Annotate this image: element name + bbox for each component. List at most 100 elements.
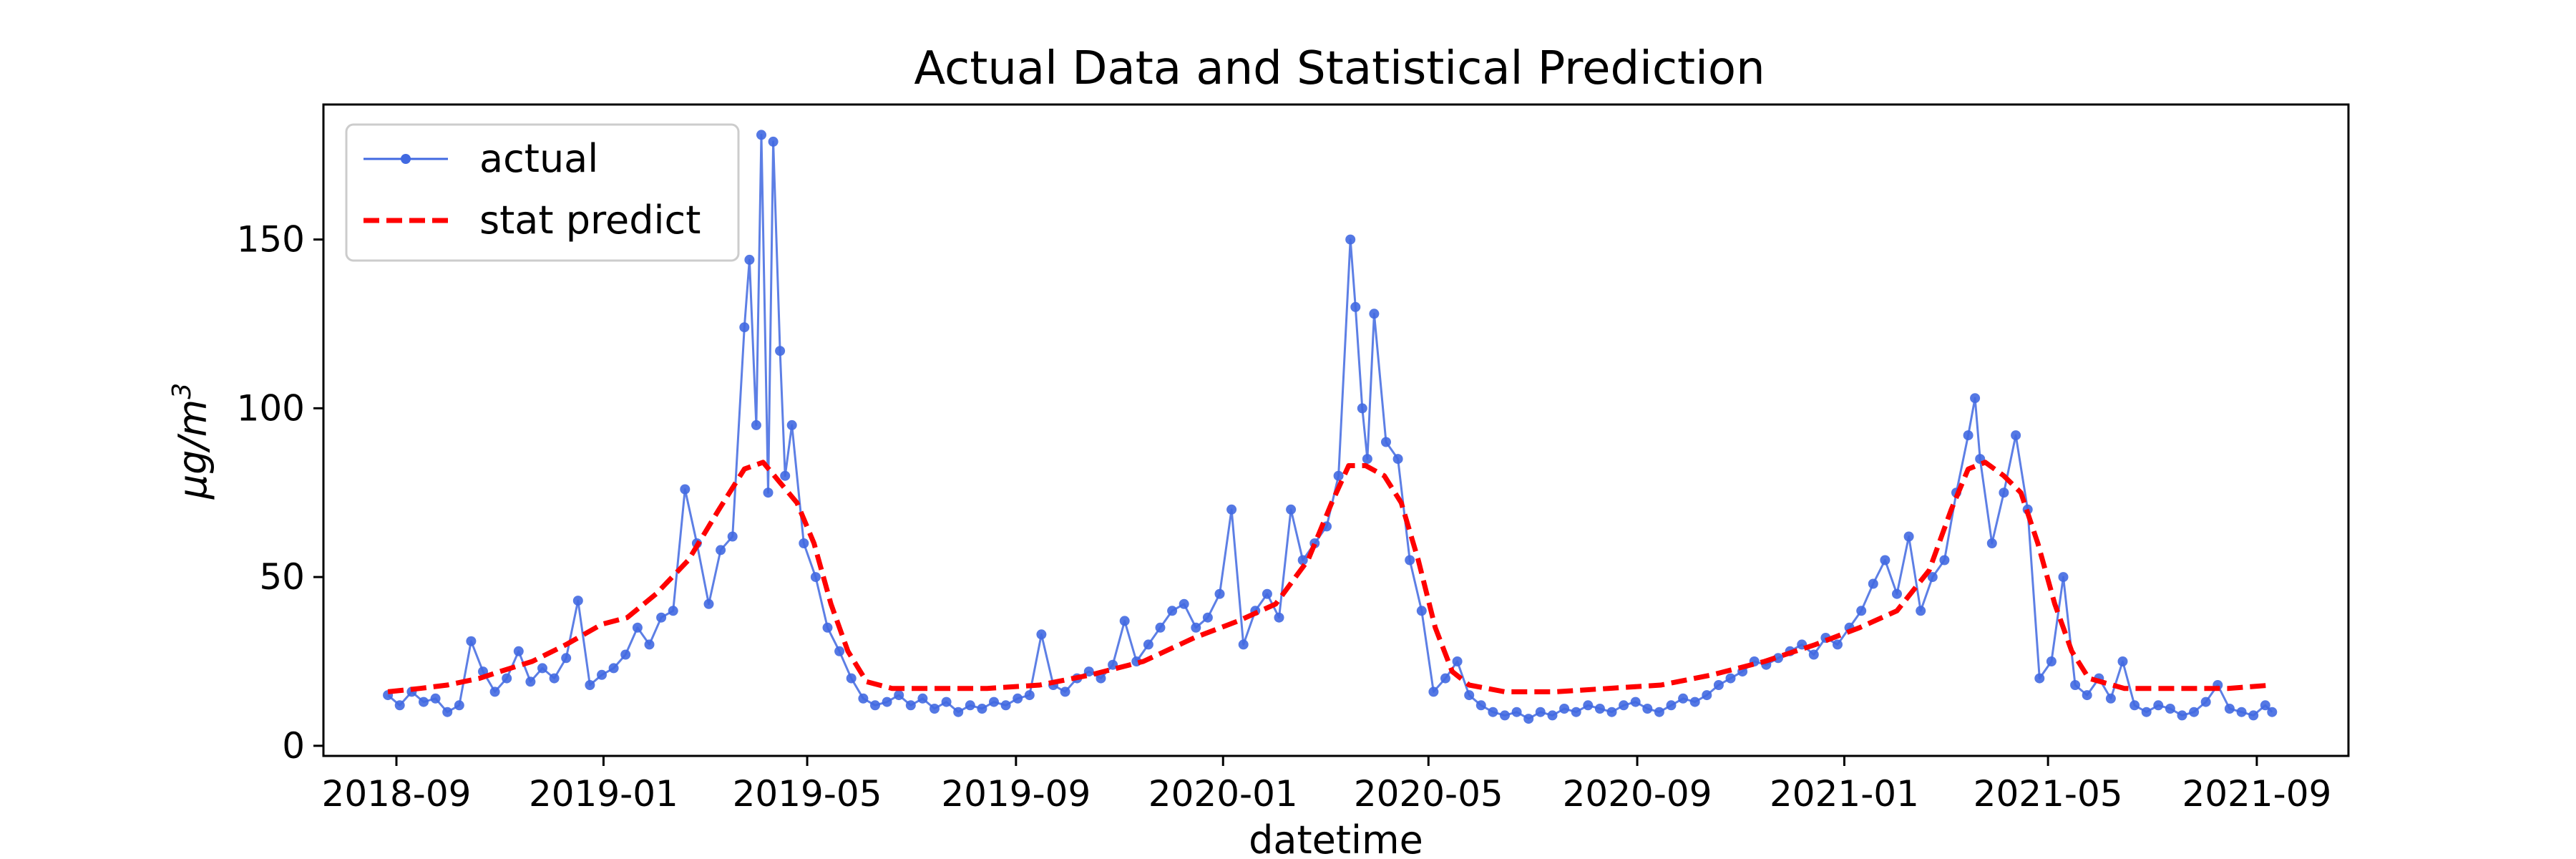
data-point: [644, 639, 655, 650]
data-point: [1880, 555, 1890, 566]
data-point: [2105, 693, 2116, 704]
data-point: [561, 653, 572, 664]
data-point: [1000, 700, 1011, 711]
data-point: [597, 669, 607, 680]
data-point: [1274, 612, 1284, 623]
data-point: [727, 531, 738, 542]
data-point: [537, 663, 547, 674]
data-point: [1725, 673, 1736, 684]
data-point: [394, 700, 405, 711]
data-point: [1202, 612, 1213, 623]
data-point: [1214, 588, 1225, 599]
data-point: [1666, 700, 1677, 711]
data-point: [894, 690, 904, 701]
legend-actual-marker: [401, 154, 411, 164]
data-point: [632, 622, 643, 633]
data-point: [1606, 707, 1617, 717]
y-tick-label: 0: [282, 725, 305, 767]
data-point: [1773, 653, 1783, 664]
data-point: [905, 700, 916, 711]
data-point: [620, 649, 631, 660]
data-point: [744, 254, 755, 265]
data-point: [419, 697, 429, 707]
data-point: [1452, 656, 1463, 666]
data-point: [1333, 470, 1344, 481]
data-point: [1583, 700, 1594, 711]
x-tick-label: 2020-05: [1354, 773, 1503, 815]
data-point: [1191, 622, 1201, 633]
data-point: [1654, 707, 1664, 717]
data-point: [1559, 704, 1570, 714]
data-point: [1571, 707, 1581, 717]
data-point: [1488, 707, 1498, 717]
data-point: [1119, 616, 1130, 626]
data-point: [1238, 639, 1249, 650]
y-tick-label: 50: [259, 556, 305, 598]
data-point: [1096, 673, 1106, 684]
data-point: [466, 636, 477, 646]
data-point: [810, 572, 821, 583]
data-point: [1939, 555, 1950, 566]
x-axis: 2018-09 2019-01 2019-05 2019-09 2020-01 2020-…: [322, 756, 2331, 815]
data-point: [1475, 700, 1486, 711]
data-point: [1060, 686, 1070, 697]
data-point: [525, 676, 536, 687]
series-actual: [383, 130, 2278, 724]
data-point: [2153, 700, 2164, 711]
data-point: [846, 673, 857, 684]
legend-predict-label: stat predict: [479, 198, 701, 243]
data-point: [1808, 649, 1819, 660]
data-point: [430, 693, 441, 704]
data-point: [549, 673, 560, 684]
data-point: [1963, 430, 1974, 441]
data-point: [2189, 707, 2200, 717]
y-axis-label: μg/m3: [167, 383, 215, 500]
data-point: [1369, 309, 1380, 319]
data-point: [786, 419, 797, 430]
data-point: [1833, 639, 1843, 650]
data-point: [608, 663, 619, 674]
data-point: [2117, 656, 2128, 666]
data-point: [2141, 707, 2152, 717]
data-point: [1083, 666, 1094, 677]
data-point: [768, 136, 779, 147]
data-point: [1143, 639, 1153, 650]
data-point: [1970, 393, 1981, 404]
data-point: [454, 700, 464, 711]
data-point: [965, 700, 975, 711]
data-point: [1702, 690, 1712, 701]
data-point: [2224, 704, 2235, 714]
data-point: [2046, 656, 2057, 666]
data-point: [572, 596, 583, 606]
data-point: [1381, 437, 1391, 447]
legend: actual stat predict: [345, 123, 740, 262]
data-point: [2165, 704, 2175, 714]
data-point: [1678, 693, 1689, 704]
y-tick-label: 150: [237, 219, 305, 261]
data-point: [2177, 710, 2187, 721]
x-tick-label: 2018-09: [322, 773, 472, 815]
data-point: [1500, 710, 1510, 721]
data-point: [1523, 714, 1534, 724]
data-point: [585, 680, 595, 690]
data-point: [716, 545, 726, 555]
data-point: [1167, 606, 1178, 616]
x-tick-label: 2019-05: [733, 773, 882, 815]
data-point: [2011, 430, 2021, 441]
data-point: [2058, 572, 2069, 583]
data-point: [703, 598, 714, 609]
data-point: [1392, 454, 1403, 465]
data-point: [1856, 606, 1867, 616]
data-point: [1108, 659, 1118, 670]
x-axis-label: datetime: [1249, 817, 1423, 859]
plot-frame: [322, 103, 2350, 757]
data-point: [917, 693, 928, 704]
data-point: [2129, 700, 2140, 711]
data-point: [1226, 504, 1237, 515]
data-point: [1903, 531, 1914, 542]
data-point: [1024, 690, 1035, 701]
data-point: [442, 707, 453, 717]
data-point: [1916, 606, 1926, 616]
data-point: [1013, 693, 1023, 704]
data-point: [1440, 673, 1450, 684]
